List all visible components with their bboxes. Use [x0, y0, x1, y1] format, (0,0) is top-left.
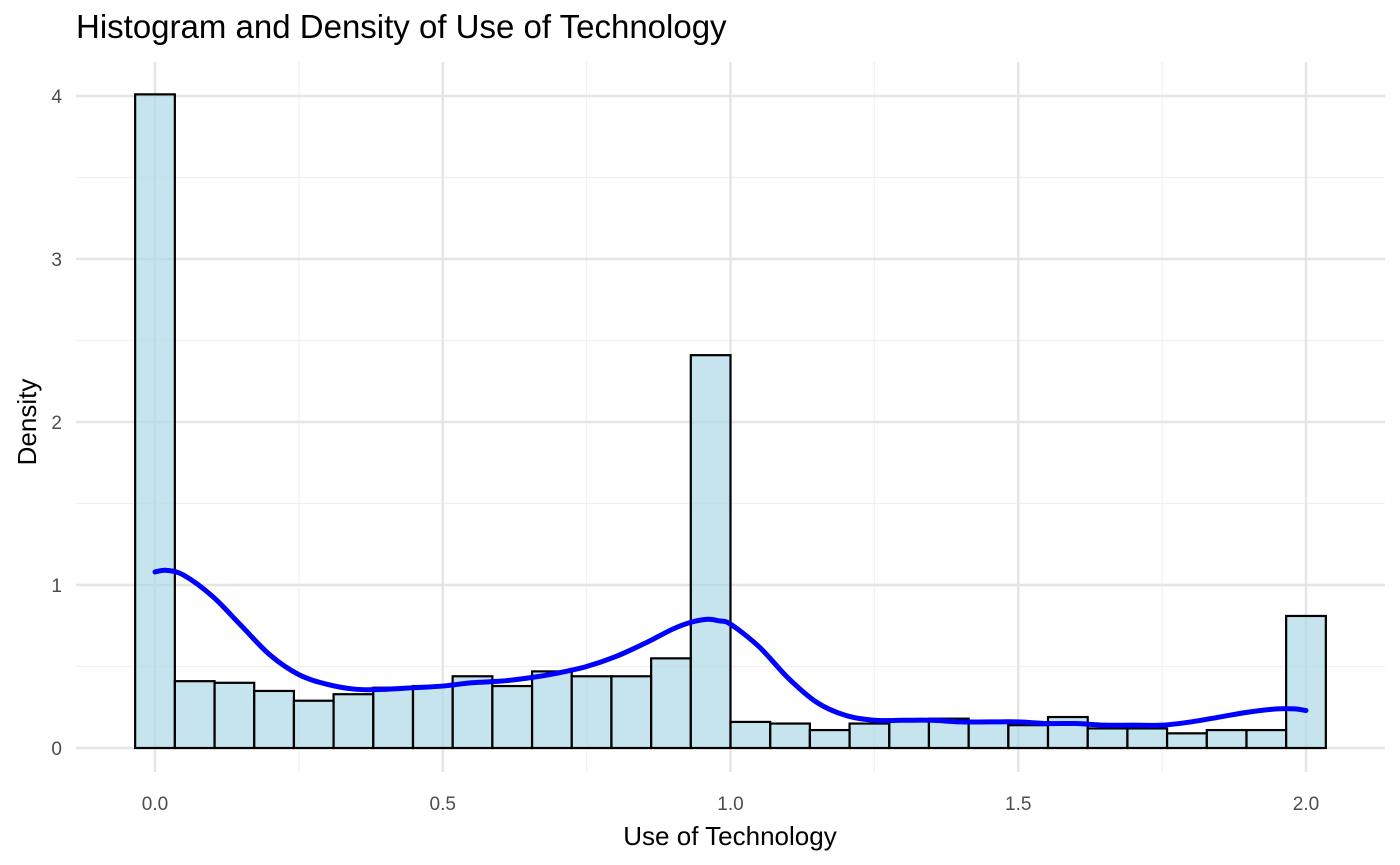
x-axis-ticks: 0.0 0.5 1.0 1.5 2.0 [142, 794, 1319, 815]
x-tick-label: 0.5 [430, 794, 456, 815]
x-tick-label: 2.0 [1293, 794, 1319, 815]
histogram-bar [808, 728, 851, 750]
density-curve [152, 567, 1309, 728]
histogram-bar [292, 699, 335, 750]
histogram-bar [689, 354, 732, 750]
histogram-bar [1285, 614, 1327, 750]
histogram-bar [411, 684, 454, 750]
x-tick-label: 0.0 [142, 794, 168, 815]
histogram-bar [1165, 732, 1208, 750]
x-tick-label: 1.5 [1005, 794, 1031, 815]
histogram-bar [213, 681, 256, 750]
y-tick-label: 1 [51, 576, 62, 597]
histogram-bar [610, 675, 653, 750]
histogram-bar [173, 680, 216, 750]
y-tick-label: 0 [51, 739, 62, 760]
histogram-bar [1007, 724, 1050, 750]
histogram-bar [134, 93, 176, 750]
histogram-bar [967, 720, 1010, 750]
histogram-bar [888, 719, 931, 750]
histogram-bar [1086, 727, 1129, 750]
x-axis-title: Use of Technology [623, 821, 836, 851]
histogram-bar [253, 689, 296, 750]
y-tick-label: 2 [51, 413, 62, 434]
histogram-bar [372, 686, 415, 750]
histogram-bar [729, 720, 772, 750]
y-axis-ticks: 0 1 2 3 4 [51, 87, 62, 760]
histogram-bar [769, 722, 811, 750]
histogram-bar [570, 675, 613, 750]
histogram-bar [1205, 728, 1248, 750]
y-tick-label: 4 [51, 87, 62, 108]
chart-title: Histogram and Density of Use of Technolo… [76, 8, 727, 45]
histogram-bar [1245, 728, 1288, 750]
histogram-bar [491, 684, 534, 750]
histogram-bar [848, 722, 891, 750]
histogram-bar [332, 693, 375, 750]
histogram-bar [650, 657, 692, 750]
histogram-bar [1126, 727, 1169, 750]
y-axis-title: Density [12, 379, 42, 466]
y-tick-label: 3 [51, 250, 62, 271]
histogram-bar [451, 675, 494, 750]
histogram-bar [530, 670, 573, 750]
x-tick-label: 1.0 [717, 794, 743, 815]
